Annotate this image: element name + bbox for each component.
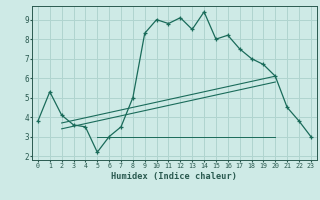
X-axis label: Humidex (Indice chaleur): Humidex (Indice chaleur) (111, 172, 237, 181)
